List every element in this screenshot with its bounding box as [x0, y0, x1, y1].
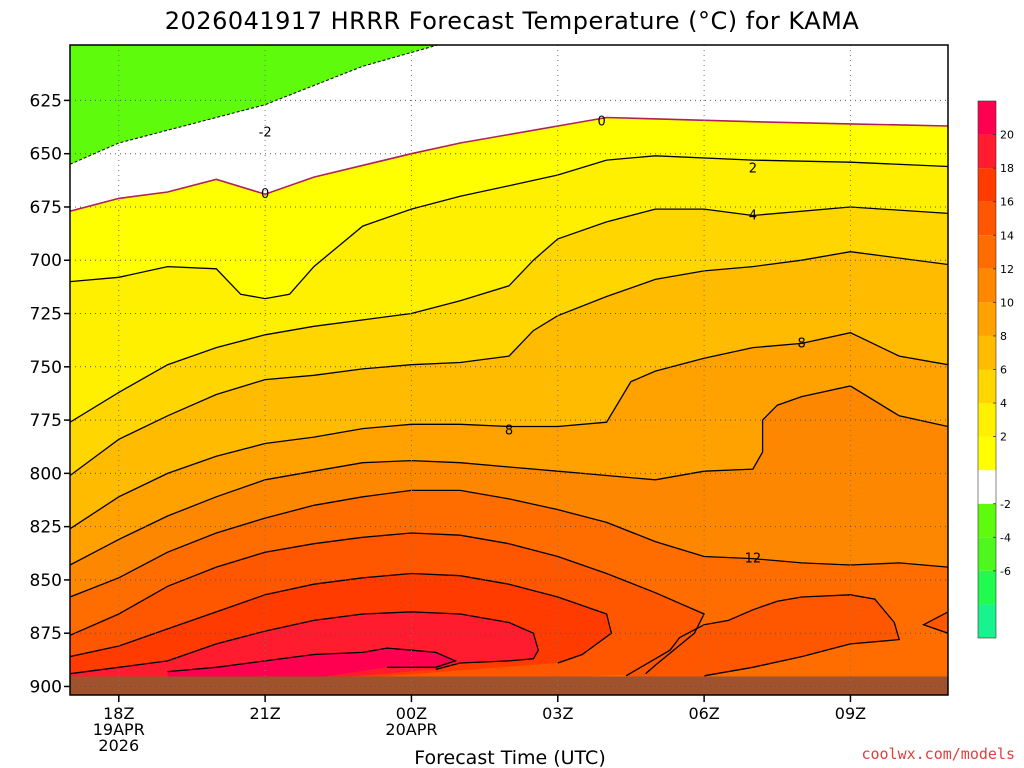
- contour-line--2: [70, 45, 440, 165]
- colorbar-swatch: [978, 134, 996, 169]
- colorbar-swatch: [978, 470, 996, 504]
- contour-label: 4: [749, 208, 757, 223]
- plot-area: -2 0 0 2 4 8 8 12 625 650 675 700 725 750 775 800 825 850…: [30, 44, 949, 755]
- x-axis-label: Forecast Time (UTC): [414, 747, 605, 768]
- contour-line-6: [70, 251, 948, 477]
- ground-terrain: [70, 676, 948, 695]
- filled-contours: [70, 45, 948, 695]
- y-tick-label: 700: [30, 251, 62, 271]
- colorbar-swatch: [978, 268, 996, 303]
- plot-frame: [69, 44, 949, 696]
- colorbar-swatch: [978, 537, 996, 571]
- contour-label: 8: [505, 424, 513, 439]
- contour-line-14: [921, 611, 948, 634]
- colorbar-swatch: [978, 302, 996, 336]
- y-tick-label: 625: [30, 91, 62, 111]
- colorbar-label: -2: [1000, 498, 1011, 511]
- y-tick-label: 725: [30, 305, 62, 325]
- y-tick-label: 800: [30, 464, 62, 484]
- colorbar-swatch: [978, 168, 996, 202]
- grid-lines: [70, 45, 948, 695]
- y-tick-label: 850: [30, 571, 62, 591]
- x-tick-label: 06Z: [688, 704, 719, 723]
- credit-text[interactable]: coolwx.com/models: [861, 745, 1015, 763]
- x-tick-label: 18Z: [103, 704, 134, 723]
- colorbar-swatch: [978, 201, 996, 236]
- y-tick-label: 750: [30, 358, 62, 378]
- contour-label: 0: [598, 115, 606, 130]
- y-tick-label: 775: [30, 411, 62, 431]
- colorbar-swatch: [978, 436, 996, 471]
- contour-line-2: [70, 155, 948, 300]
- contour-line-4: [70, 206, 948, 423]
- contour-line-16: [70, 572, 613, 664]
- contour-label: 8: [798, 336, 806, 351]
- contour-label: 0: [261, 187, 269, 202]
- contour-label: 12: [745, 552, 762, 567]
- contour-line-10: [70, 385, 948, 566]
- colorbar-label: -6: [1000, 565, 1011, 578]
- x-tick-label: 03Z: [542, 704, 573, 723]
- contour-label: -2: [259, 125, 272, 140]
- contour-lines: [70, 45, 948, 677]
- x-tick-label: 2026: [98, 736, 139, 755]
- x-tick-label: 21Z: [249, 704, 280, 723]
- x-tick-label: 20APR: [385, 720, 437, 739]
- colorbar-swatch: [978, 570, 996, 605]
- contour-line-14: [625, 594, 901, 677]
- contour-line-0: [70, 116, 948, 212]
- y-tick-label: 900: [30, 677, 62, 697]
- colorbar-label: 8: [1000, 330, 1007, 343]
- colorbar-label: 10: [1000, 296, 1014, 309]
- colorbar-swatch: [978, 604, 996, 638]
- contour-line-8: [70, 332, 948, 530]
- colorbar-swatch: [978, 235, 996, 269]
- colorbar-label: 12: [1000, 263, 1014, 276]
- contour-line-12: [70, 489, 948, 598]
- y-tick-label: 650: [30, 145, 62, 165]
- x-tick-label: 00Z: [396, 704, 427, 723]
- colorbar-label: 16: [1000, 196, 1014, 209]
- colorbar-swatch: [978, 403, 996, 437]
- colorbar-swatch: [978, 503, 996, 538]
- colorbar-label: 2: [1000, 431, 1007, 444]
- colorbar-label: 6: [1000, 364, 1007, 377]
- x-tick-label: 19APR: [93, 720, 145, 739]
- contour-line-14: [70, 532, 705, 675]
- colorbar-label: 4: [1000, 397, 1007, 410]
- contour-line-20: [167, 647, 458, 673]
- colorbar-label: -4: [1000, 531, 1011, 544]
- y-tick-label: 825: [30, 518, 62, 538]
- colorbar-label: 14: [1000, 229, 1014, 242]
- chart-title: 2026041917 HRRR Forecast Temperature (°C…: [165, 7, 860, 35]
- colorbar-swatch: [978, 369, 996, 404]
- colorbar-label: 20: [1000, 129, 1014, 142]
- colorbar-label: 18: [1000, 162, 1014, 175]
- y-tick-label: 875: [30, 624, 62, 644]
- contour-label: 2: [749, 162, 757, 177]
- contour-line-18: [70, 611, 540, 675]
- x-tick-label: 09Z: [835, 704, 866, 723]
- y-axis: 625 650 675 700 725 750 775 800 825 850 875 900: [30, 91, 70, 697]
- colorbar: -6 -4 -2 2 4 6 8 10 12 14 16 18 20: [977, 100, 1014, 639]
- y-tick-label: 675: [30, 198, 62, 218]
- colorbar-swatch: [978, 335, 996, 370]
- colorbar-swatch: [978, 101, 996, 135]
- contour-fill-14: [626, 594, 900, 695]
